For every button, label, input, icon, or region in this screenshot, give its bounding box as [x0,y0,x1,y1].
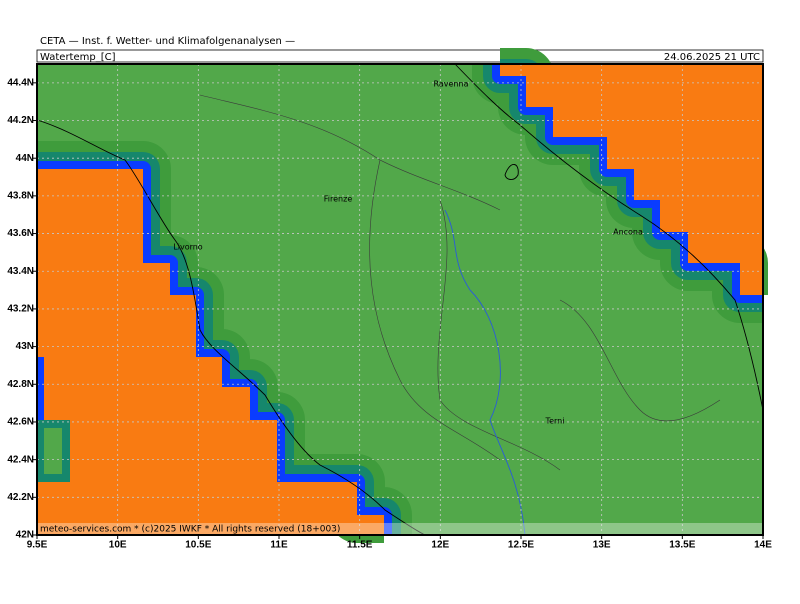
x-tick-label: 11.5E [347,540,373,551]
y-tick-label: 44N [16,153,34,164]
x-tick-label: 11E [270,540,288,551]
y-tick-label: 43.2N [7,304,34,315]
y-tick-label: 44.4N [7,77,34,88]
footer-credit: meteo-services.com * (c)2025 IWKF * All … [40,525,340,535]
band-inner [37,357,44,420]
x-tick-label: 13.5E [669,540,695,551]
footer-strip [37,523,763,535]
x-tick-label: 13E [593,540,611,551]
y-tick-label: 43.8N [7,191,34,202]
y-tick-label: 42.6N [7,417,34,428]
y-tick-label: 43.4N [7,266,34,277]
map-frame [36,63,764,536]
warm-area [37,169,384,535]
coast-east [454,63,764,411]
place-label: Ravenna [434,80,469,89]
header-title: CETA — Inst. f. Wetter- und Klimafolgena… [40,36,295,47]
y-tick-label: 42.4N [7,454,34,465]
header-box [36,49,764,63]
y-tick-label: 42.8N [7,379,34,390]
place-label: Terni [545,417,565,426]
y-tick-label: 44.2N [7,115,34,126]
variable-label: Watertemp_[C] [40,52,116,63]
y-tick-label: 42N [16,530,34,541]
x-tick-label: 10.5E [185,540,211,551]
y-tick-label: 43.6N [7,228,34,239]
warm-area [500,64,763,295]
x-tick-label: 10E [109,540,127,551]
field [36,48,768,543]
x-tick-label: 14E [754,540,772,551]
place-label: Livorno [173,243,203,252]
coastline [36,63,764,536]
x-tick-label: 12.5E [508,540,534,551]
coast-west [36,119,426,536]
valid-time: 24.06.2025 21 UTC [664,52,760,63]
lake [504,164,519,180]
land-field [44,428,62,474]
place-label: Firenze [324,195,353,204]
river [444,209,526,536]
x-tick-label: 12E [431,540,449,551]
place-label: Ancona [613,228,643,237]
y-tick-label: 42.2N [7,492,34,503]
x-tick-label: 9.5E [27,540,48,551]
y-tick-label: 43N [16,341,34,352]
